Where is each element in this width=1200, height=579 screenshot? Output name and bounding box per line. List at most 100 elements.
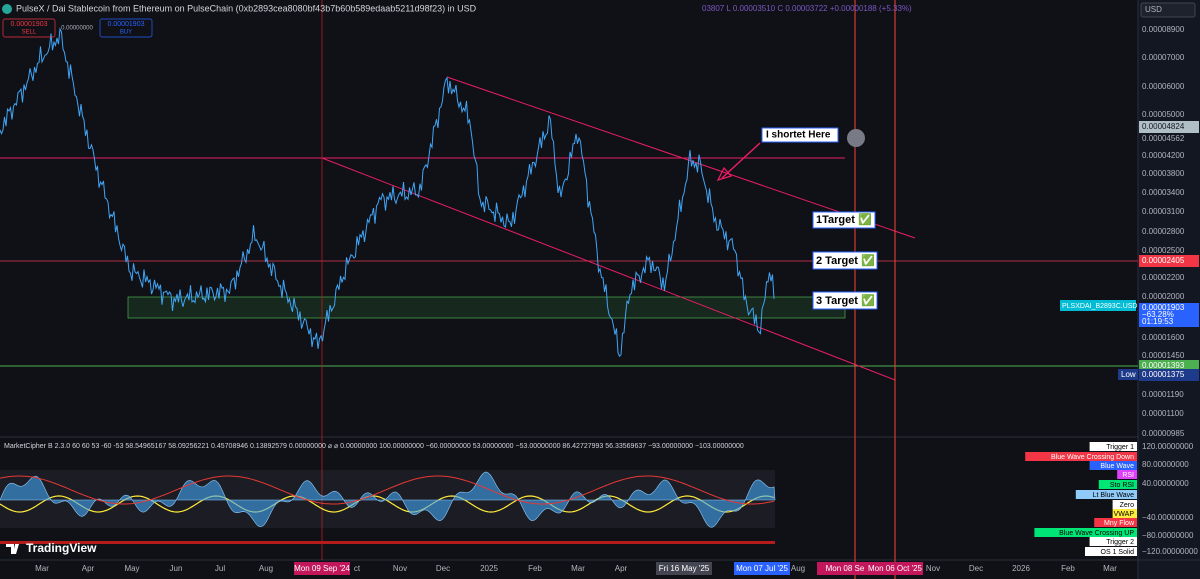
time-tick-label: Dec bbox=[969, 564, 983, 573]
price-tick-label: 0.00001450 bbox=[1142, 351, 1185, 360]
price-tick-label: 0.00003100 bbox=[1142, 207, 1185, 216]
price-tick-label: 0.00007000 bbox=[1142, 53, 1185, 62]
time-highlight-bg bbox=[294, 562, 350, 575]
time-highlight-bg bbox=[734, 562, 790, 575]
currency-select[interactable] bbox=[1140, 2, 1196, 18]
brand: TradingView bbox=[26, 541, 97, 555]
buy-button[interactable] bbox=[99, 18, 153, 38]
time-tick-label: Feb bbox=[528, 564, 542, 573]
indicator-legend-bg bbox=[1098, 480, 1137, 489]
indicator-legend: Blue Wave bbox=[1100, 463, 1134, 470]
indicator-legend-bg bbox=[1085, 547, 1137, 556]
time-tick-label: Mar bbox=[1103, 564, 1117, 573]
price-series bbox=[0, 27, 775, 358]
price-badge: 0.00004824 bbox=[1142, 122, 1185, 131]
price-tick-label: 0.00001600 bbox=[1142, 333, 1185, 342]
price-tick-label: 0.00008900 bbox=[1142, 25, 1185, 34]
blue-wave bbox=[0, 471, 776, 528]
target-box bbox=[812, 251, 878, 270]
time-highlight: Mon 08 Se bbox=[826, 564, 865, 573]
time-tick-label: Apr bbox=[615, 564, 628, 573]
last-price: 0.00001903 bbox=[1142, 303, 1185, 312]
indicator-legend: Lt Blue Wave bbox=[1093, 492, 1134, 499]
currency[interactable]: USD bbox=[1145, 5, 1162, 14]
price-badge: 0.00004562 bbox=[1142, 134, 1185, 143]
time-tick-label: ct bbox=[354, 564, 361, 573]
target-label: 1Target ✅ bbox=[816, 213, 872, 226]
time-tick-label: 2025 bbox=[480, 564, 498, 573]
indicator-legend: Trigger 2 bbox=[1106, 539, 1134, 546]
annotation-box bbox=[761, 127, 839, 143]
target-box bbox=[812, 291, 878, 310]
price-badge-bg bbox=[1139, 133, 1199, 145]
sell-button[interactable] bbox=[2, 18, 56, 38]
time-tick-label: Feb bbox=[1061, 564, 1075, 573]
time-tick-label: Jul bbox=[215, 564, 225, 573]
indicator-legend-bg bbox=[1025, 452, 1137, 461]
price-tick-label: 0.00004200 bbox=[1142, 151, 1185, 160]
price-badge: 0.00002405 bbox=[1142, 256, 1185, 265]
time-tick-label: Mar bbox=[571, 564, 585, 573]
time-highlight: Mon 09 Sep '24 bbox=[294, 564, 350, 573]
buy-price[interactable]: 0.00001903 bbox=[108, 21, 145, 28]
time-tick-label: May bbox=[124, 564, 139, 573]
time-tick-label: Dec bbox=[436, 564, 450, 573]
low-tag: Low bbox=[1121, 370, 1136, 379]
price-badge-bg bbox=[1139, 369, 1199, 381]
arrow-head bbox=[716, 166, 733, 182]
time-tick-label: Nov bbox=[926, 564, 940, 573]
indicator-legend-bg bbox=[1075, 490, 1137, 499]
indicator-legend-bg bbox=[1034, 528, 1137, 537]
sell-price[interactable]: 0.00001903 bbox=[11, 21, 48, 28]
time-highlight: Fri 16 May '25 bbox=[659, 564, 710, 573]
indicator-legend-bg bbox=[1089, 537, 1137, 546]
change: −63.28% bbox=[1142, 310, 1174, 319]
signal-strip bbox=[0, 541, 775, 544]
indicator-legend: Blue Wave Crossing UP bbox=[1059, 530, 1134, 537]
price-tick-label: 0.00000985 bbox=[1142, 429, 1185, 438]
indicator-legend-bg bbox=[1117, 470, 1137, 479]
time-tick-label: Aug bbox=[791, 564, 805, 573]
time-highlight-bg bbox=[867, 562, 923, 575]
indicator-tick-label: 120.00000000 bbox=[1142, 442, 1194, 451]
time-highlight-bg bbox=[817, 562, 873, 575]
target-box bbox=[812, 211, 876, 229]
indicator-tick-label: −120.00000000 bbox=[1142, 547, 1198, 556]
time-tick-label: Apr bbox=[82, 564, 95, 573]
indicator-legend-bg bbox=[1112, 509, 1137, 518]
indicator-legend: Sto RSI bbox=[1110, 482, 1134, 489]
spread: 0.00000000 bbox=[61, 26, 93, 32]
time-tick-label: Aug bbox=[259, 564, 273, 573]
indicator-tick-label: 80.00000000 bbox=[1142, 460, 1189, 469]
ohlc: 03807 L 0.00003510 C 0.00003722 +0.00000… bbox=[702, 4, 912, 13]
price-badge-bg bbox=[1139, 121, 1199, 133]
indicator-tick-label: −80.00000000 bbox=[1142, 531, 1194, 540]
indicator-legend-bg bbox=[1089, 442, 1137, 451]
time-tick-label: Nov bbox=[393, 564, 407, 573]
indicator-legend: Blue Wave Crossing Down bbox=[1051, 454, 1134, 461]
time-highlight-bg bbox=[656, 562, 712, 575]
sell-label[interactable]: SELL bbox=[22, 30, 37, 36]
symbol-label: PLSXDAI_B2893C.USD bbox=[1062, 303, 1137, 310]
support-zone bbox=[127, 296, 846, 319]
indicator-legend: Trigger 1 bbox=[1106, 444, 1134, 451]
price-tick-label: 0.00002500 bbox=[1142, 246, 1185, 255]
price-line bbox=[0, 27, 775, 358]
price-tick-label: 0.00003400 bbox=[1142, 188, 1185, 197]
annotation: I shortet Here bbox=[766, 130, 831, 141]
indicator-header: MarketCipher B 2.3.0 60 60 53 -60 -53 58… bbox=[4, 443, 744, 450]
price-tick-label: 0.00006000 bbox=[1142, 82, 1185, 91]
symbol-title: PulseX / Dai Stablecoin from Ethereum on… bbox=[16, 3, 477, 13]
price-badge-bg bbox=[1139, 255, 1199, 267]
price-tick-label: 0.00001190 bbox=[1142, 390, 1184, 399]
price-badge: 0.00001375 bbox=[1142, 370, 1185, 379]
price-badge: 0.00001393 bbox=[1142, 361, 1185, 370]
time-tick-label: 2026 bbox=[1012, 564, 1030, 573]
indicator-legend: Zero bbox=[1120, 502, 1135, 509]
channel-top bbox=[446, 76, 916, 239]
buy-label[interactable]: BUY bbox=[120, 30, 132, 36]
time-highlight: Mon 07 Jul '25 bbox=[736, 564, 788, 573]
brand-logo bbox=[6, 544, 19, 554]
last-price-bg bbox=[1139, 303, 1199, 327]
